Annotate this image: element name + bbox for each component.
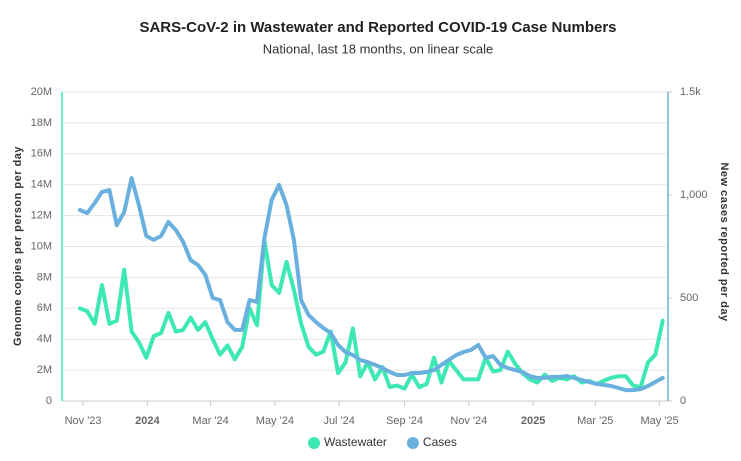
y-axis-title: Genome copies per person per day (12, 146, 24, 346)
x-tick-label: Jul '24 (323, 415, 354, 427)
y2-axis-title: New cases reported per day (718, 162, 730, 322)
y2-tick-label: 1,000 (680, 189, 708, 201)
legend-marker (406, 437, 419, 449)
y2-tick-label: 500 (680, 292, 698, 304)
legend-label: Cases (423, 435, 457, 449)
y-tick-label: 12M (31, 210, 52, 222)
series-line (77, 238, 665, 391)
x-tick-label: Nov '24 (450, 415, 487, 427)
legend-marker (308, 437, 320, 449)
y2-tick-label: 0 (680, 395, 686, 407)
legend-label: Wastewater (324, 435, 387, 449)
chart-subtitle: National, last 18 months, on linear scal… (263, 41, 494, 56)
x-tick-label: Mar '24 (192, 415, 228, 427)
y-tick-label: 6M (37, 302, 52, 314)
x-tick-label: Sep '24 (386, 415, 423, 427)
y-tick-label: 10M (31, 240, 52, 252)
x-tick-label: May '24 (256, 415, 294, 427)
y-tick-label: 14M (31, 179, 52, 191)
y-tick-label: 0 (46, 395, 52, 407)
y-tick-label: 16M (31, 148, 52, 160)
chart-title: SARS-CoV-2 in Wastewater and Reported CO… (139, 19, 616, 36)
y-tick-label: 2M (37, 364, 52, 376)
series-line (77, 176, 665, 393)
x-tick-label: 2024 (135, 415, 160, 427)
x-tick-label: Mar '25 (577, 415, 613, 427)
y-tick-label: 4M (37, 333, 52, 345)
x-tick-label: 2025 (521, 415, 545, 427)
y-tick-label: 8M (37, 271, 52, 283)
x-tick-label: Nov '23 (65, 415, 102, 427)
y-tick-label: 18M (31, 117, 52, 129)
y2-tick-label: 1.5k (680, 86, 701, 98)
y-tick-label: 20M (31, 86, 52, 98)
x-tick-label: May '25 (640, 415, 678, 427)
